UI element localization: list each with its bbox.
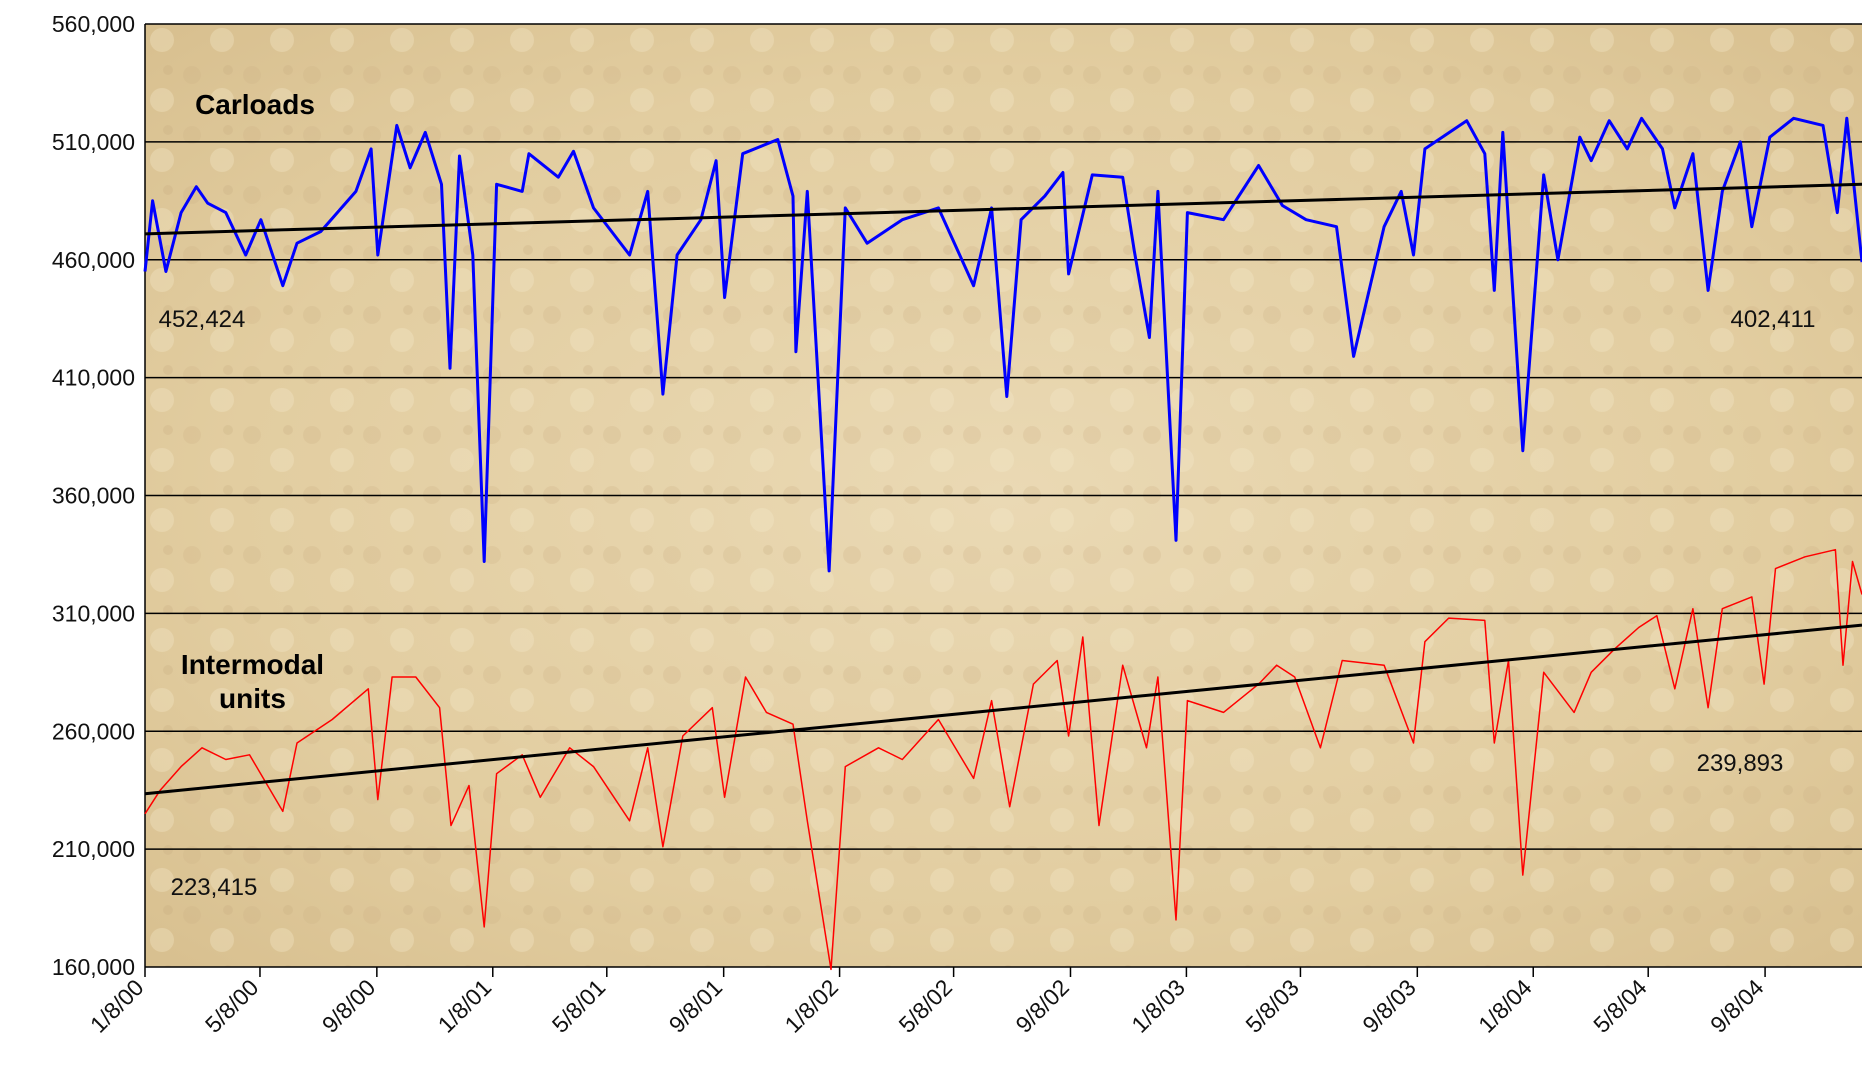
y-tick-label: 510,000	[52, 129, 135, 155]
series-line	[143, 116, 1862, 573]
x-tick-label: 9/8/00	[317, 974, 381, 1038]
x-tick-label: 5/8/01	[547, 974, 611, 1038]
x-tick-label: 1/8/03	[1126, 974, 1190, 1038]
series-line	[144, 548, 1862, 971]
annotation: 239,893	[1697, 750, 1784, 777]
y-tick-label: 410,000	[52, 365, 135, 391]
y-tick-label: 310,000	[52, 600, 135, 626]
annotation: 402,411	[1731, 306, 1816, 333]
x-tick-label: 9/8/01	[664, 974, 728, 1038]
x-tick-label: 5/8/02	[894, 974, 958, 1038]
x-tick-label: 1/8/01	[433, 974, 497, 1038]
x-tick-label: 1/8/00	[85, 974, 149, 1038]
trend-line	[144, 182, 1862, 236]
y-tick-label: 460,000	[52, 247, 135, 273]
y-tick-label: 260,000	[52, 718, 135, 744]
series-label: Carloads	[195, 89, 315, 120]
x-tick-label: 1/8/04	[1473, 974, 1537, 1038]
x-tick-label: 5/8/04	[1588, 974, 1652, 1038]
x-tick-label: 9/8/02	[1010, 974, 1074, 1038]
x-tick-label: 9/8/03	[1357, 974, 1421, 1038]
annotation: 223,415	[171, 874, 258, 901]
y-tick-label: 160,000	[52, 954, 135, 980]
x-tick-label: 9/8/04	[1705, 974, 1769, 1038]
x-tick-label: 1/8/02	[780, 974, 844, 1038]
x-tick-label: 5/8/00	[200, 974, 264, 1038]
trend-line	[144, 623, 1862, 796]
annotation: 452,424	[159, 306, 246, 333]
y-tick-label: 360,000	[52, 483, 135, 509]
x-tick-label: 5/8/03	[1240, 974, 1304, 1038]
series-label: Intermodal units	[180, 649, 325, 714]
y-tick-label: 210,000	[52, 836, 135, 862]
y-tick-label: 560,000	[52, 11, 135, 37]
